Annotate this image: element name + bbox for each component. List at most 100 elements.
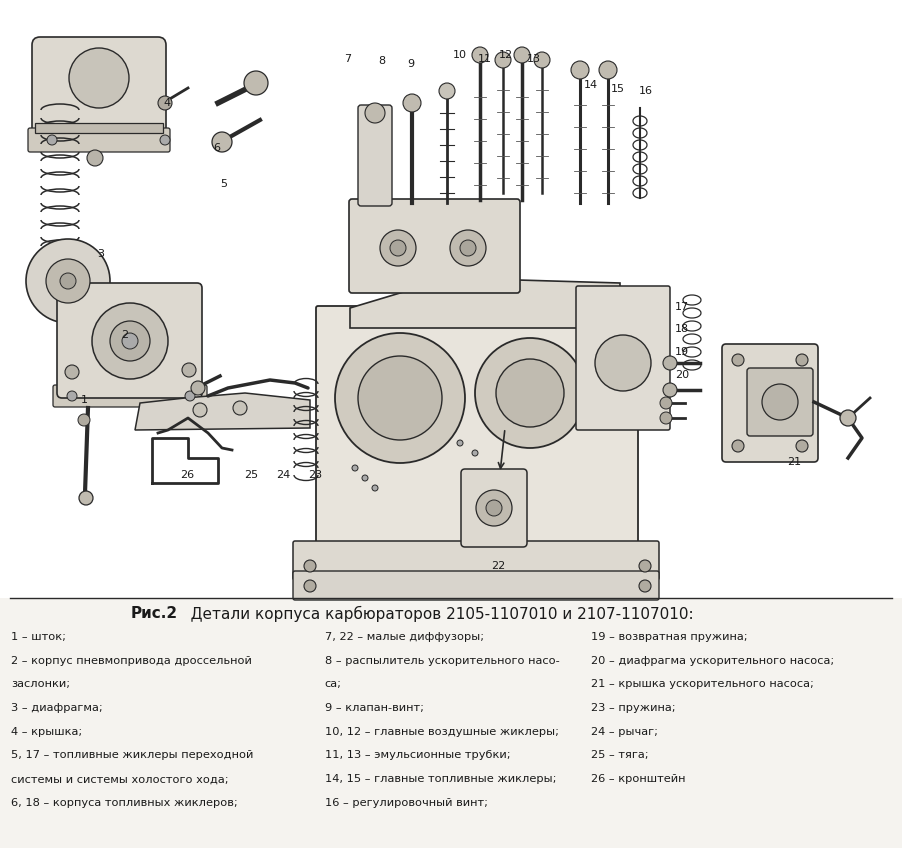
Circle shape [67, 391, 77, 401]
Circle shape [372, 485, 378, 491]
Circle shape [495, 52, 511, 68]
Bar [35, 123, 163, 133]
Text: 20 – диафрагма ускорительного насоса;: 20 – диафрагма ускорительного насоса; [591, 656, 834, 666]
Circle shape [457, 440, 463, 446]
Text: 10, 12 – главные воздушные жиклеры;: 10, 12 – главные воздушные жиклеры; [325, 727, 558, 737]
Circle shape [380, 230, 416, 266]
Text: 19: 19 [675, 347, 689, 357]
Text: 6: 6 [213, 142, 220, 153]
Text: 2: 2 [121, 330, 128, 340]
Circle shape [212, 132, 232, 152]
Text: 8: 8 [378, 56, 385, 66]
Circle shape [660, 397, 672, 409]
Circle shape [92, 303, 168, 379]
Text: 15: 15 [611, 84, 625, 94]
Text: 2 – корпус пневмопривода дроссельной: 2 – корпус пневмопривода дроссельной [11, 656, 252, 666]
Text: Рис.2: Рис.2 [131, 606, 178, 622]
Text: 1 – шток;: 1 – шток; [11, 632, 66, 642]
Circle shape [352, 465, 358, 471]
Circle shape [46, 259, 90, 303]
Text: 22: 22 [491, 561, 505, 571]
Circle shape [158, 96, 172, 110]
Circle shape [122, 333, 138, 349]
Circle shape [450, 230, 486, 266]
Text: заслонки;: заслонки; [11, 679, 70, 689]
Circle shape [182, 363, 196, 377]
Text: 25: 25 [244, 470, 259, 480]
Circle shape [47, 135, 57, 145]
Circle shape [87, 150, 103, 166]
Circle shape [403, 94, 421, 112]
FancyBboxPatch shape [576, 286, 670, 430]
Text: 16 – регулировочный винт;: 16 – регулировочный винт; [325, 798, 488, 808]
Text: 11: 11 [477, 54, 492, 64]
Circle shape [472, 450, 478, 456]
FancyBboxPatch shape [349, 199, 520, 293]
Circle shape [486, 500, 502, 516]
Circle shape [762, 384, 798, 420]
Bar [0, 0, 902, 598]
Text: 26 – кронштейн: 26 – кронштейн [591, 774, 686, 784]
Circle shape [78, 414, 90, 426]
Text: 14, 15 – главные топливные жиклеры;: 14, 15 – главные топливные жиклеры; [325, 774, 557, 784]
Circle shape [663, 383, 677, 397]
Text: 13: 13 [527, 54, 541, 64]
FancyBboxPatch shape [747, 368, 813, 436]
Circle shape [663, 356, 677, 370]
Circle shape [244, 71, 268, 95]
Circle shape [79, 491, 93, 505]
Text: 4 – крышка;: 4 – крышка; [11, 727, 82, 737]
FancyBboxPatch shape [722, 344, 818, 462]
Circle shape [110, 321, 150, 361]
Text: 9 – клапан-винт;: 9 – клапан-винт; [325, 703, 424, 713]
Circle shape [60, 273, 76, 289]
Circle shape [191, 381, 205, 395]
Circle shape [732, 440, 744, 452]
FancyBboxPatch shape [57, 283, 202, 398]
Text: 16: 16 [639, 86, 653, 96]
Text: 8 – распылитель ускорительного насо-: 8 – распылитель ускорительного насо- [325, 656, 559, 666]
Text: 23 – пружина;: 23 – пружина; [591, 703, 676, 713]
Circle shape [390, 240, 406, 256]
Text: 1: 1 [80, 395, 87, 405]
Text: 7, 22 – малые диффузоры;: 7, 22 – малые диффузоры; [325, 632, 483, 642]
Circle shape [639, 560, 651, 572]
Text: 21 – крышка ускорительного насоса;: 21 – крышка ускорительного насоса; [591, 679, 814, 689]
Text: 20: 20 [675, 370, 689, 380]
Text: 7: 7 [344, 54, 351, 64]
FancyBboxPatch shape [358, 105, 392, 206]
Text: 9: 9 [408, 59, 415, 69]
Circle shape [193, 403, 207, 417]
Circle shape [639, 580, 651, 592]
Text: 3 – диафрагма;: 3 – диафрагма; [11, 703, 103, 713]
Text: Детали корпуса карбюраторов 2105-1107010 и 2107-1107010:: Детали корпуса карбюраторов 2105-1107010… [176, 605, 694, 622]
Circle shape [26, 239, 110, 323]
Circle shape [472, 47, 488, 63]
FancyBboxPatch shape [32, 37, 166, 138]
Circle shape [732, 354, 744, 366]
FancyBboxPatch shape [53, 385, 207, 407]
Text: 26: 26 [180, 470, 195, 480]
Polygon shape [350, 278, 620, 328]
Text: 6, 18 – корпуса топливных жиклеров;: 6, 18 – корпуса топливных жиклеров; [11, 798, 237, 808]
Text: 25 – тяга;: 25 – тяга; [591, 750, 649, 761]
FancyBboxPatch shape [293, 541, 659, 580]
Text: 14: 14 [584, 80, 598, 90]
Circle shape [476, 490, 512, 526]
Text: 24 – рычаг;: 24 – рычаг; [591, 727, 658, 737]
Circle shape [233, 401, 247, 415]
Circle shape [185, 391, 195, 401]
Text: 12: 12 [499, 50, 513, 60]
Text: 11, 13 – эмульсионные трубки;: 11, 13 – эмульсионные трубки; [325, 750, 511, 761]
Circle shape [160, 135, 170, 145]
FancyBboxPatch shape [316, 306, 638, 560]
Circle shape [534, 52, 550, 68]
Text: 4: 4 [163, 98, 170, 109]
Circle shape [796, 440, 808, 452]
Text: 10: 10 [453, 50, 467, 60]
Text: 18: 18 [675, 324, 689, 334]
Circle shape [595, 335, 651, 391]
FancyBboxPatch shape [293, 571, 659, 600]
Polygon shape [135, 393, 310, 430]
Circle shape [514, 47, 530, 63]
